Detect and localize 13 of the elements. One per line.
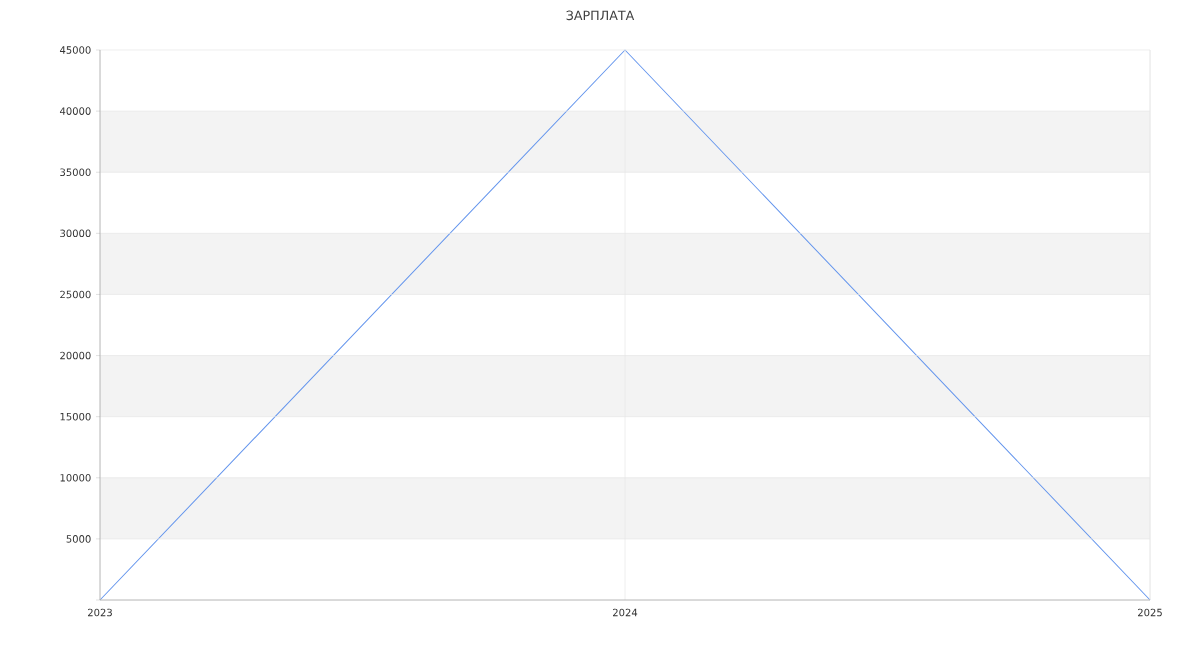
y-tick-label: 10000 xyxy=(60,473,91,482)
y-tick-label: 45000 xyxy=(59,46,91,54)
y-tick-label: 35000 xyxy=(60,168,91,177)
y-tick-label: 5000 xyxy=(66,535,91,543)
y-tick-label: 15000 xyxy=(60,412,91,421)
y-tick-label: 25000 xyxy=(60,290,91,299)
y-tick-label: 20000 xyxy=(60,351,91,360)
x-tick-label: 2023 xyxy=(88,608,112,617)
y-tick-label: 40000 xyxy=(59,107,91,115)
x-tick-label: 2025 xyxy=(1138,608,1162,617)
chart-title: ЗАРПЛАТА xyxy=(566,10,635,21)
x-tick-label: 2024 xyxy=(613,608,638,617)
y-tick-label: 30000 xyxy=(60,229,91,238)
